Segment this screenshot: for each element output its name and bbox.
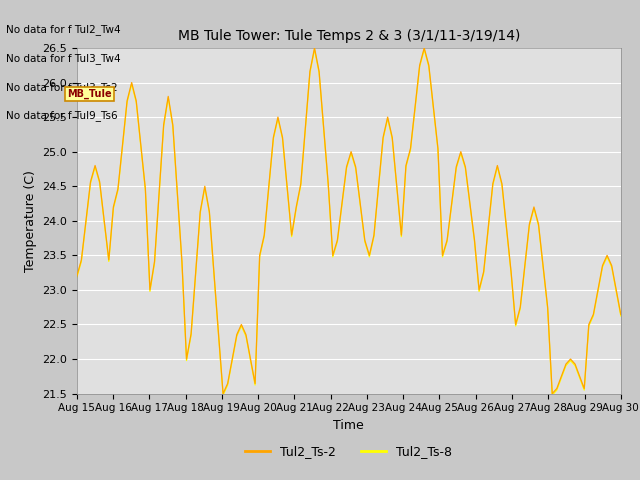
Text: MB_Tule: MB_Tule bbox=[67, 89, 112, 99]
Text: No data for f Tul3_Ts2: No data for f Tul3_Ts2 bbox=[6, 82, 118, 93]
Title: MB Tule Tower: Tule Temps 2 & 3 (3/1/11-3/19/14): MB Tule Tower: Tule Temps 2 & 3 (3/1/11-… bbox=[178, 29, 520, 43]
Legend: Tul2_Ts-2, Tul2_Ts-8: Tul2_Ts-2, Tul2_Ts-8 bbox=[241, 440, 457, 463]
Text: No data for f Tul3_Tw4: No data for f Tul3_Tw4 bbox=[6, 53, 121, 64]
Text: No data for f Tul2_Tw4: No data for f Tul2_Tw4 bbox=[6, 24, 121, 35]
Y-axis label: Temperature (C): Temperature (C) bbox=[24, 170, 36, 272]
X-axis label: Time: Time bbox=[333, 419, 364, 432]
Text: No data for f Tul9_Ts6: No data for f Tul9_Ts6 bbox=[6, 110, 118, 121]
